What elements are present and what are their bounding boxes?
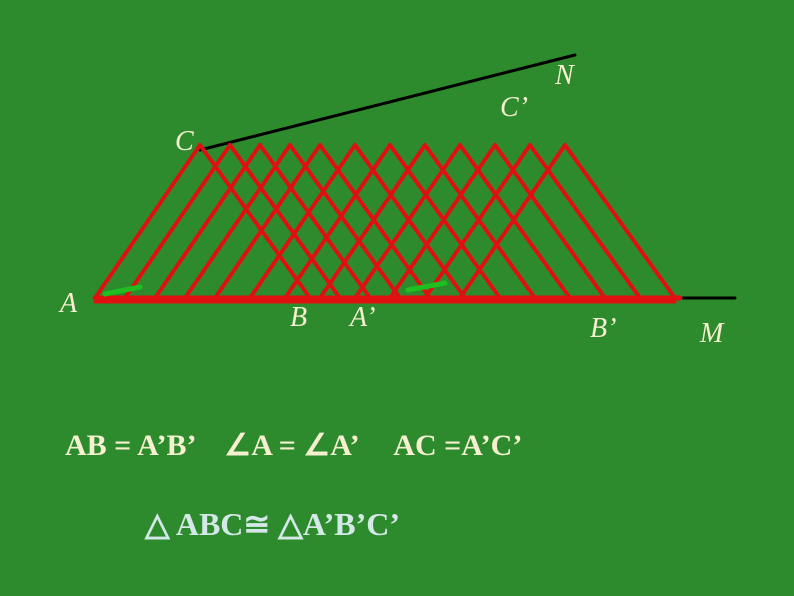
label-M: M: [700, 318, 723, 350]
eq-ac: AC =A’C’: [393, 429, 522, 462]
eq-congruent: △ ABC≅ △A’B’C’: [145, 506, 400, 542]
label-N: N: [555, 60, 574, 92]
label-A: A: [60, 288, 77, 320]
label-B: B: [290, 302, 307, 334]
label-C: C: [175, 126, 194, 158]
label-Ap: A’: [350, 302, 375, 334]
label-Cp: C’: [500, 92, 528, 124]
label-Bp: B’: [590, 313, 616, 345]
eq-angle: ∠A = ∠A’: [224, 429, 357, 462]
eq-ab: AB = A’B’: [65, 429, 194, 462]
equation-congruent: △ ABC≅ △A’B’C’: [145, 505, 400, 543]
equation-sas: AB = A’B’ ∠A = ∠A’ AC =A’C’: [65, 428, 522, 463]
